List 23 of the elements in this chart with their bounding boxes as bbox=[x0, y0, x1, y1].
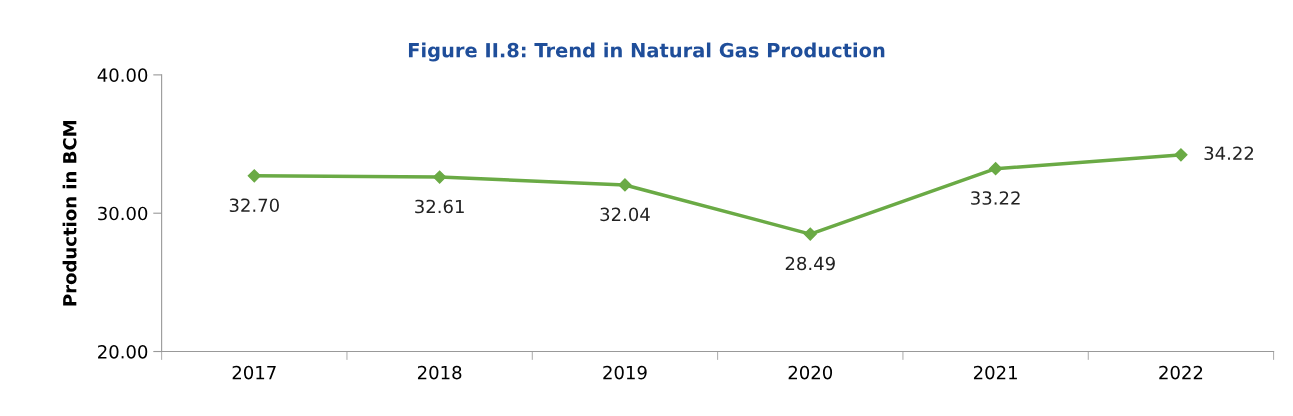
x-tick-label: 2019 bbox=[603, 365, 647, 380]
data-label: 34.22 bbox=[1204, 146, 1254, 161]
point bbox=[618, 178, 632, 192]
data-label: 32.61 bbox=[415, 199, 464, 214]
point bbox=[803, 227, 817, 241]
x-tick-label: 2022 bbox=[1159, 365, 1203, 380]
point bbox=[989, 162, 1003, 176]
data-label: 32.04 bbox=[600, 207, 650, 222]
data-label: 32.70 bbox=[229, 198, 279, 213]
y-axis-title: Production in BCM bbox=[62, 121, 77, 306]
x-tick-label: 2017 bbox=[232, 365, 276, 380]
data-label: 33.22 bbox=[971, 191, 1020, 205]
chart-title: Figure II.8: Trend in Natural Gas Production bbox=[408, 42, 885, 62]
y-tick-label: 30.00 bbox=[98, 206, 148, 221]
point bbox=[247, 169, 261, 183]
x-tick-label: 2021 bbox=[973, 365, 1017, 380]
x-tick-label: 2018 bbox=[417, 365, 462, 380]
y-tick-label: 40.00 bbox=[97, 68, 148, 82]
point bbox=[433, 170, 447, 184]
data-label: 28.49 bbox=[785, 256, 835, 271]
y-tick-label: 20.00 bbox=[98, 344, 148, 359]
x-tick-label: 2020 bbox=[788, 365, 833, 380]
point bbox=[1174, 148, 1188, 162]
